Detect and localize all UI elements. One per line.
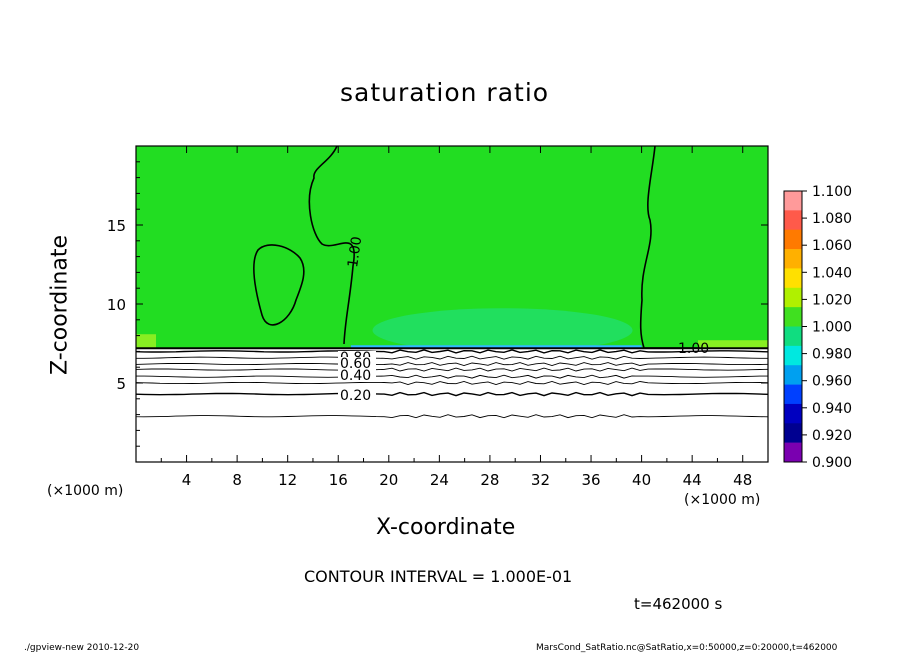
x-tick-label: 36: [581, 471, 600, 489]
colorbar-label: 0.940: [812, 401, 852, 417]
colorbar-swatch: [784, 307, 802, 327]
colorbar-swatch: [784, 345, 802, 366]
colorbar-label: 1.060: [812, 238, 852, 254]
supersaturated-patch: [698, 340, 768, 349]
colorbar-label: 1.020: [812, 292, 852, 308]
x-tick-label: 24: [430, 471, 449, 489]
colorbar-label: 1.040: [812, 265, 852, 281]
time-label: t=462000 s: [634, 595, 723, 613]
colorbar-swatch: [784, 287, 802, 308]
colorbar-swatch: [784, 326, 802, 347]
colorbar-swatch: [784, 365, 802, 385]
subsaturated-band: [372, 308, 633, 353]
colorbar-label: 0.960: [812, 374, 852, 390]
contour-line: [136, 349, 768, 354]
colorbar-swatch: [784, 423, 802, 443]
contour-line: [136, 374, 768, 379]
contour-line: [136, 367, 768, 372]
colorbar-label: 1.080: [812, 211, 852, 227]
contour-label: 0.40: [340, 368, 371, 384]
colorbar-label: 1.000: [812, 320, 852, 336]
x-tick-label: 32: [531, 471, 550, 489]
cloud-base-line: [350, 345, 642, 349]
contour-label-group: 0.20: [338, 388, 376, 404]
contour-line: [136, 381, 768, 385]
colorbar-label: 0.900: [812, 455, 852, 471]
colorbar-swatch: [784, 249, 802, 269]
y-axis-label: Z-coordinate: [47, 235, 73, 375]
footer-left: ./gpview-new 2010-12-20: [24, 643, 140, 653]
contour-label-bg: [338, 389, 376, 401]
colorbar-swatch: [784, 191, 802, 211]
contour-line: [136, 414, 768, 419]
contour-line-1.00: [253, 244, 305, 326]
x-tick-label: 12: [278, 471, 297, 489]
x-tick-label: 28: [480, 471, 499, 489]
contour-line: [136, 355, 768, 360]
y-tick-label: 10: [107, 296, 126, 314]
x-tick-label: 48: [733, 471, 752, 489]
supersaturated-patch: [136, 334, 156, 349]
contour-label-group: 0.60: [338, 356, 376, 372]
colorbar-swatch: [784, 403, 802, 424]
x-tick-label: 40: [632, 471, 651, 489]
colorbar-swatch: [784, 442, 802, 463]
x-tick-label: 20: [379, 471, 398, 489]
x-unit-label-left: (×1000 m): [47, 483, 124, 499]
contour-label: 1.00: [678, 341, 709, 357]
colorbar-label: 0.980: [812, 347, 852, 363]
contour-label: 0.60: [340, 356, 371, 372]
colorbar-swatch: [784, 384, 802, 405]
contour-line-1.00: [308, 146, 355, 345]
x-axis-label: X-coordinate: [376, 515, 516, 540]
contour-label-group: 1.00: [345, 235, 365, 268]
chart-title: saturation ratio: [340, 78, 550, 107]
x-tick-label: 4: [182, 471, 192, 489]
contour-line-1.00: [639, 146, 656, 349]
y-tick-label: 5: [116, 375, 126, 393]
contour-label-group: 1.00: [678, 341, 709, 357]
contour-label: 0.20: [340, 388, 371, 404]
contour-label-bg: [338, 369, 376, 381]
footer-right: MarsCond_SatRatio.nc@SatRatio,x=0:50000,…: [536, 643, 838, 653]
x-tick-label: 8: [232, 471, 242, 489]
colorbar-label: 0.920: [812, 428, 852, 444]
x-tick-label: 44: [683, 471, 702, 489]
colorbar-label: 1.100: [812, 184, 852, 200]
contour-label: 1.00: [345, 235, 365, 268]
below-cloud-region: [136, 348, 768, 462]
colorbar-swatch: [784, 268, 802, 289]
y-tick-label: 15: [107, 217, 126, 235]
contour-interval-label: CONTOUR INTERVAL = 1.000E-01: [304, 567, 573, 586]
x-unit-label-right: (×1000 m): [684, 492, 761, 508]
contour-label-group: 0.40: [338, 368, 376, 384]
x-tick-label: 16: [329, 471, 348, 489]
colorbar-swatch: [784, 229, 802, 250]
contour-label-bg: [338, 357, 376, 369]
colorbar-swatch: [784, 210, 802, 231]
contour-line: [136, 362, 768, 366]
contour-line: [136, 391, 768, 397]
